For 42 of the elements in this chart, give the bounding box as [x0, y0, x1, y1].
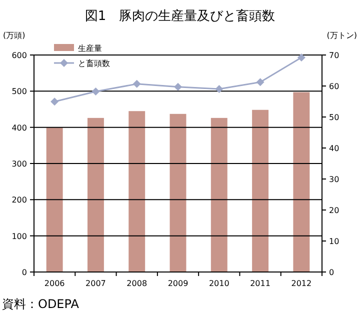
x-tick-label: 2009: [168, 279, 188, 288]
y2-tick-label: 70: [329, 51, 340, 60]
x-tick-label: 2008: [126, 279, 148, 288]
chart-title: 図1 豚肉の生産量及びと畜頭数: [84, 8, 276, 24]
point: [92, 88, 100, 96]
y2-tick-label: 30: [329, 175, 340, 184]
bar: [87, 118, 104, 272]
point: [132, 80, 141, 88]
y-tick-label: 200: [12, 196, 27, 205]
bar: [170, 114, 186, 272]
y-tick-label: 600: [12, 51, 27, 60]
x-tick-label: 2011: [250, 279, 270, 288]
text: 資料：ODEPA: [2, 297, 80, 311]
x-tick-label: 2006: [44, 279, 65, 288]
point: [215, 84, 224, 93]
bar: [293, 92, 310, 272]
y2-tick-label: 60: [329, 82, 340, 91]
y2-tick-label: 20: [329, 206, 340, 215]
y-tick-label: 500: [12, 87, 27, 96]
y-tick-label: 100: [12, 232, 27, 241]
y-tick-label: 300: [12, 160, 27, 168]
point: [297, 54, 306, 62]
x-tick-label: 2007: [86, 279, 106, 288]
y-tick-label: 0: [22, 268, 27, 277]
y2-tick-label: 10: [329, 237, 340, 246]
point: [50, 98, 59, 106]
bar: [46, 127, 63, 272]
x-tick-label: 2012: [291, 279, 312, 288]
y2-tick-label: 0: [329, 268, 334, 277]
point: [256, 78, 264, 86]
legend-label: 生産量: [78, 44, 102, 53]
y-axis-title: (万頭): [3, 31, 26, 40]
x-tick-label: 2010: [208, 279, 230, 288]
point: [174, 82, 182, 91]
bar: [210, 118, 228, 272]
legend-label: と畜頭数: [78, 59, 110, 68]
y2-axis-title: (万トン): [326, 31, 357, 40]
bar: [252, 110, 269, 272]
y2-tick-label: 40: [329, 144, 340, 153]
y2-tick-label: 50: [329, 113, 340, 122]
y-tick-label: 400: [12, 123, 27, 132]
bar: [128, 111, 146, 272]
